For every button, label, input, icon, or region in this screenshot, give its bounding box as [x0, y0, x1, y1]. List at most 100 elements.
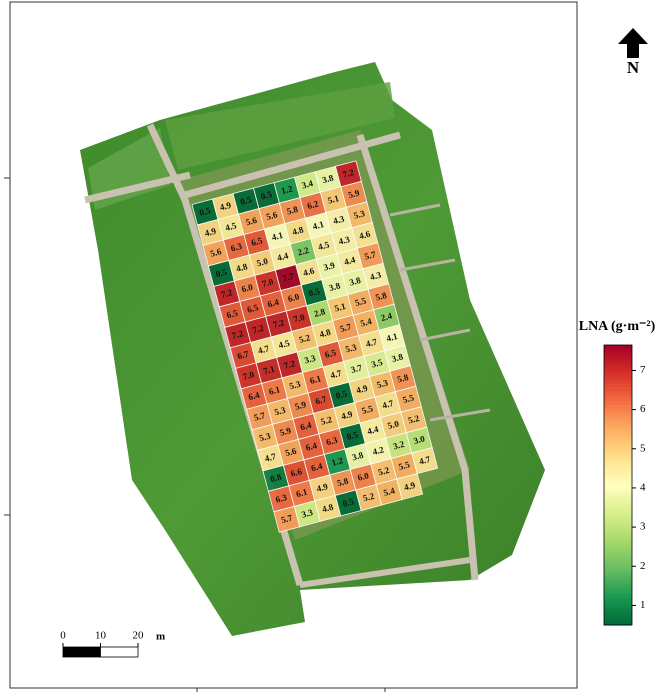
colorbar-segment — [604, 376, 632, 381]
colorbar-tick-label: 1 — [640, 599, 646, 611]
cell-label: 5.2 — [362, 491, 376, 504]
cell-label: 0.5 — [239, 194, 253, 207]
colorbar-segment — [604, 355, 632, 360]
map-frame — [9, 1, 578, 689]
colorbar-segment — [604, 541, 632, 545]
cell-label: 6.5 — [225, 308, 239, 321]
cell-label: 5.8 — [396, 372, 410, 385]
cell-label: 0.5 — [307, 286, 321, 299]
scale-label: 0 — [60, 630, 66, 642]
cell-label: 4.4 — [276, 250, 290, 263]
colorbar-segment — [604, 408, 632, 412]
scale-bar: 0 10 20 m — [60, 630, 165, 658]
colorbar-segment — [604, 348, 632, 353]
cell-label: 5.8 — [336, 476, 350, 489]
cell-label: 6.7 — [236, 349, 250, 362]
cell-label: 5.3 — [258, 431, 272, 444]
colorbar-segment — [604, 516, 632, 521]
cell-label: 7.2 — [283, 358, 297, 371]
colorbar-segment — [604, 418, 632, 423]
colorbar-tick-label: 4 — [640, 481, 646, 493]
cell-label: 7.2 — [220, 287, 234, 300]
colorbar-segment — [604, 478, 632, 482]
cell-label: 5.3 — [376, 377, 390, 390]
colorbar-segment — [604, 471, 632, 475]
scale-label: 20 — [133, 630, 145, 642]
colorbar-segment — [604, 373, 632, 377]
cell-label: 5.2 — [298, 332, 312, 345]
cell-label: 7.2 — [272, 317, 286, 330]
colorbar-frame — [603, 344, 633, 626]
colorbar-segment — [604, 534, 632, 538]
colorbar-segment — [604, 548, 632, 552]
cell-label: 4.9 — [204, 226, 218, 239]
cell-label: 5.7 — [253, 410, 267, 423]
cell-label: 6.3 — [325, 435, 339, 448]
scale-segment — [100, 646, 139, 658]
cell-label: 4.7 — [329, 368, 343, 381]
cell-label: 6.2 — [306, 198, 320, 211]
cell-label: 4.4 — [366, 424, 380, 437]
colorbar-segment — [604, 366, 632, 370]
cell-label: 4.9 — [355, 383, 369, 396]
cell-label: 3.7 — [350, 362, 364, 375]
colorbar-segment — [604, 450, 632, 454]
cell-label: 0.5 — [335, 388, 349, 401]
north-arrow: N — [618, 28, 648, 77]
cell-label: 6.4 — [299, 420, 313, 433]
cell-label: 6.3 — [230, 241, 244, 254]
colorbar-segment — [604, 390, 632, 395]
colorbar-segment — [604, 583, 632, 587]
colorbar-tick-label: 6 — [640, 403, 646, 415]
cell-label: 3.8 — [351, 450, 365, 463]
cell-label: 2.2 — [296, 245, 310, 258]
cell-label: 0.5 — [341, 496, 355, 509]
cell-label: 0.5 — [198, 205, 212, 218]
colorbar-segment — [604, 499, 632, 503]
cell-label: 5.7 — [363, 249, 377, 262]
colorbar-segment — [604, 555, 632, 559]
cell-label: 4.8 — [321, 502, 335, 515]
cell-label: 6.4 — [310, 461, 324, 474]
cell-label: 4.3 — [369, 269, 383, 282]
cell-label: 4.4 — [343, 254, 357, 267]
colorbar-segment — [604, 362, 632, 367]
colorbar-segment — [604, 422, 632, 426]
colorbar-segment — [604, 446, 632, 451]
cell-label: 3.3 — [300, 507, 314, 520]
cell-label: 0.5 — [260, 189, 274, 202]
cell-label: 6.7 — [314, 394, 328, 407]
colorbar-segment — [604, 509, 632, 514]
colorbar-segment — [604, 474, 632, 479]
cell-label: 3.8 — [321, 172, 335, 185]
cell-label: 6.0 — [287, 291, 301, 304]
cell-label: 3.2 — [392, 439, 406, 452]
cell-label: 5.7 — [280, 512, 294, 525]
cell-label: 6.5 — [324, 347, 338, 360]
cell-label: 3.3 — [303, 353, 317, 366]
cell-label: 5.3 — [273, 405, 287, 418]
colorbar-segment — [604, 415, 632, 419]
colorbar-segment — [604, 485, 632, 489]
colorbar-segment — [604, 527, 632, 531]
cell-label: 2.4 — [380, 310, 394, 323]
colorbar-segment — [604, 460, 632, 465]
colorbar-segment — [604, 380, 632, 384]
colorbar-segment — [604, 579, 632, 584]
cell-label: 4.6 — [358, 228, 372, 241]
cell-label: 6.5 — [246, 302, 260, 315]
cell-label: 4.5 — [317, 239, 331, 252]
cell-label: 5.0 — [387, 418, 401, 431]
colorbar-segment — [604, 439, 632, 444]
cell-label: 5.0 — [255, 256, 269, 269]
cell-label: 5.6 — [265, 209, 279, 222]
cell-label: 7.2 — [251, 323, 265, 336]
colorbar-segment — [604, 558, 632, 563]
scale-unit: m — [156, 631, 165, 643]
colorbar-segment — [604, 537, 632, 542]
cell-label: 7.0 — [261, 276, 275, 289]
cell-label: 5.6 — [245, 215, 259, 228]
cell-label: 0.8 — [269, 472, 283, 485]
colorbar-segment — [604, 621, 632, 626]
cell-label: 4.7 — [365, 336, 379, 349]
